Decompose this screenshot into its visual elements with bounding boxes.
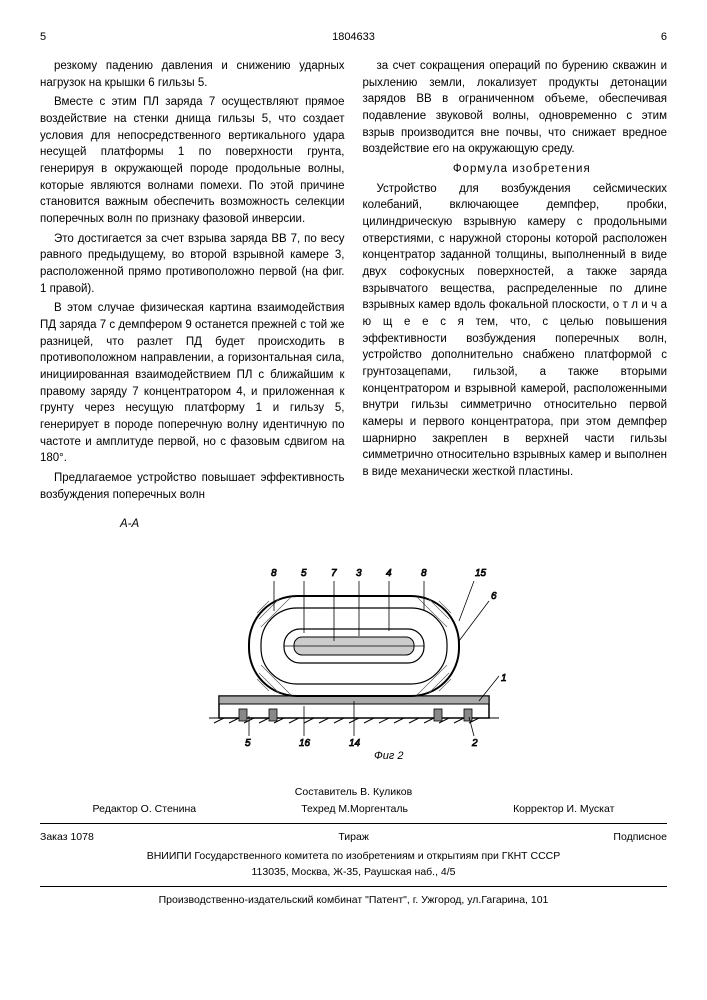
page-num-left: 5 <box>40 30 46 46</box>
formula-title: Формула изобретения <box>363 161 668 178</box>
svg-text:2: 2 <box>471 738 478 749</box>
divider <box>40 823 667 824</box>
para: Вместе с этим ПЛ заряда 7 осуществляют п… <box>40 94 345 227</box>
para: В этом случае физическая картина взаимод… <box>40 300 345 467</box>
para: за счет сокращения операций по бурению с… <box>363 58 668 158</box>
svg-text:3: 3 <box>356 568 362 579</box>
svg-text:4: 4 <box>386 568 392 579</box>
footer: ВНИИПИ Государственного комитета по изоб… <box>40 849 667 879</box>
svg-text:5: 5 <box>245 738 251 749</box>
svg-text:8: 8 <box>421 568 427 579</box>
svg-text:8: 8 <box>271 568 277 579</box>
svg-text:6: 6 <box>491 591 497 602</box>
figure-svg: 8 5 7 3 4 8 15 6 1 2 14 16 5 Фиг 2 <box>179 551 529 771</box>
svg-text:14: 14 <box>349 738 361 749</box>
signed: Подписное <box>613 830 667 845</box>
svg-text:1: 1 <box>501 673 507 684</box>
credits-block: Составитель В. Куликов Редактор О. Стени… <box>40 785 667 817</box>
footer-line: Производственно-издательский комбинат "П… <box>40 893 667 908</box>
footer-line: ВНИИПИ Государственного комитета по изоб… <box>40 849 667 864</box>
svg-text:7: 7 <box>331 568 337 579</box>
corrector: Корректор И. Мускат <box>513 802 614 817</box>
page-header: 5 1804633 6 <box>40 30 667 46</box>
para: резкому падению давления и снижению удар… <box>40 58 345 91</box>
para: Устройство для возбуждения сейсмических … <box>363 181 668 481</box>
compiler: Составитель В. Куликов <box>40 785 667 800</box>
order-line: Заказ 1078 Тираж Подписное <box>40 830 667 845</box>
para: Предлагаемое устройство повышает эффекти… <box>40 470 345 503</box>
order: Заказ 1078 <box>40 830 94 845</box>
editor: Редактор О. Стенина <box>93 802 197 817</box>
text-columns: резкому падению давления и снижению удар… <box>40 58 667 506</box>
footer-bottom: Производственно-издательский комбинат "П… <box>40 893 667 908</box>
svg-text:16: 16 <box>299 738 311 749</box>
figure-caption: Фиг 2 <box>374 750 403 762</box>
svg-text:5: 5 <box>301 568 307 579</box>
section-label: А-А <box>120 516 667 533</box>
tirazh: Тираж <box>338 830 369 845</box>
left-column: резкому падению давления и снижению удар… <box>40 58 345 506</box>
techred: Техред М.Моргенталь <box>301 802 408 817</box>
figure: 8 5 7 3 4 8 15 6 1 2 14 16 5 Фиг 2 <box>40 551 667 777</box>
para: Это достигается за счет взрыва заряда ВВ… <box>40 231 345 298</box>
divider <box>40 886 667 887</box>
svg-text:15: 15 <box>475 568 487 579</box>
footer-line: 113035, Москва, Ж-35, Раушская наб., 4/5 <box>40 865 667 880</box>
patent-number: 1804633 <box>332 30 375 46</box>
page-num-right: 6 <box>661 30 667 46</box>
right-column: за счет сокращения операций по бурению с… <box>363 58 668 506</box>
